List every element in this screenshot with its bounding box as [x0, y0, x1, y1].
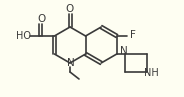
Text: F: F: [130, 30, 136, 40]
Text: N: N: [120, 46, 128, 56]
Text: N: N: [67, 58, 75, 68]
Text: HO: HO: [16, 31, 31, 41]
Text: O: O: [66, 4, 74, 14]
Text: O: O: [37, 14, 45, 24]
Text: NH: NH: [144, 68, 159, 78]
